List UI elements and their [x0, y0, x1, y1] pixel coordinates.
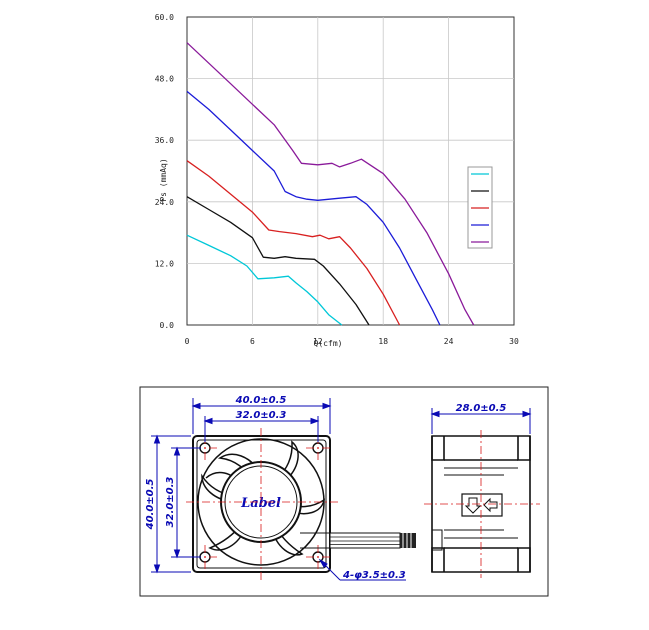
side-view: 28.0±0.5 [424, 403, 540, 578]
side-cable-exit [431, 529, 443, 551]
hole-height-dim: 32.0±0.3 [165, 477, 176, 528]
chart-series [186, 42, 475, 326]
down-arrow-icon [464, 497, 482, 514]
x-axis-label: Q(cfm) [314, 339, 343, 348]
side-body [431, 435, 531, 573]
y-tick-label: 24.0 [155, 198, 174, 207]
y-tick-label: 60.0 [155, 13, 174, 22]
cable-connector [400, 533, 416, 548]
hole-width-dim: 32.0±0.3 [236, 410, 287, 421]
dimension-drawing: Label [139, 386, 549, 597]
side-dimensions [430, 408, 532, 434]
x-tick-label: 6 [250, 337, 255, 346]
front-view: Label [145, 395, 416, 581]
hub-label: Label [240, 496, 281, 511]
cable-wires [329, 532, 401, 549]
y-tick-label: 0.0 [160, 321, 175, 330]
legend [467, 166, 493, 249]
series-line-4 [186, 90, 441, 326]
pq-chart: 0.0 12.0 24.0 36.0 48.0 60.0 0 6 12 18 24 30 Ps (m… [155, 13, 519, 348]
series-line-5 [186, 42, 475, 326]
y-tick-labels: 0.0 12.0 24.0 36.0 48.0 60.0 [155, 13, 174, 330]
front-dimensions [151, 398, 406, 581]
y-tick-label: 12.0 [155, 259, 174, 268]
depth-dim: 28.0±0.5 [456, 403, 507, 414]
outer-height-dim: 40.0±0.5 [145, 479, 156, 531]
x-tick-label: 30 [509, 337, 519, 346]
y-axis-label: Ps (mmAq) [159, 158, 168, 201]
x-tick-label: 24 [444, 337, 454, 346]
y-tick-label: 48.0 [155, 75, 174, 84]
x-tick-label: 18 [378, 337, 388, 346]
series-line-1 [186, 234, 343, 326]
fan-cable [300, 532, 416, 549]
x-tick-labels: 0 6 12 18 24 30 [185, 337, 519, 346]
outer-width-dim: 40.0±0.5 [235, 395, 287, 406]
series-line-3 [186, 160, 401, 326]
fan-frame-inner [196, 439, 327, 569]
hole-note: 4-φ3.5±0.3 [342, 570, 406, 581]
y-tick-label: 36.0 [155, 136, 174, 145]
plot-frame [186, 16, 515, 326]
drawing-frame [139, 386, 549, 597]
left-arrow-icon [483, 497, 498, 513]
x-tick-label: 0 [185, 337, 190, 346]
side-center-lines [424, 430, 540, 578]
series-line-2 [186, 196, 370, 326]
fan-frame-outline [192, 435, 331, 573]
x-tick-label: 12 [313, 337, 323, 346]
airflow-arrow-box [461, 493, 503, 517]
